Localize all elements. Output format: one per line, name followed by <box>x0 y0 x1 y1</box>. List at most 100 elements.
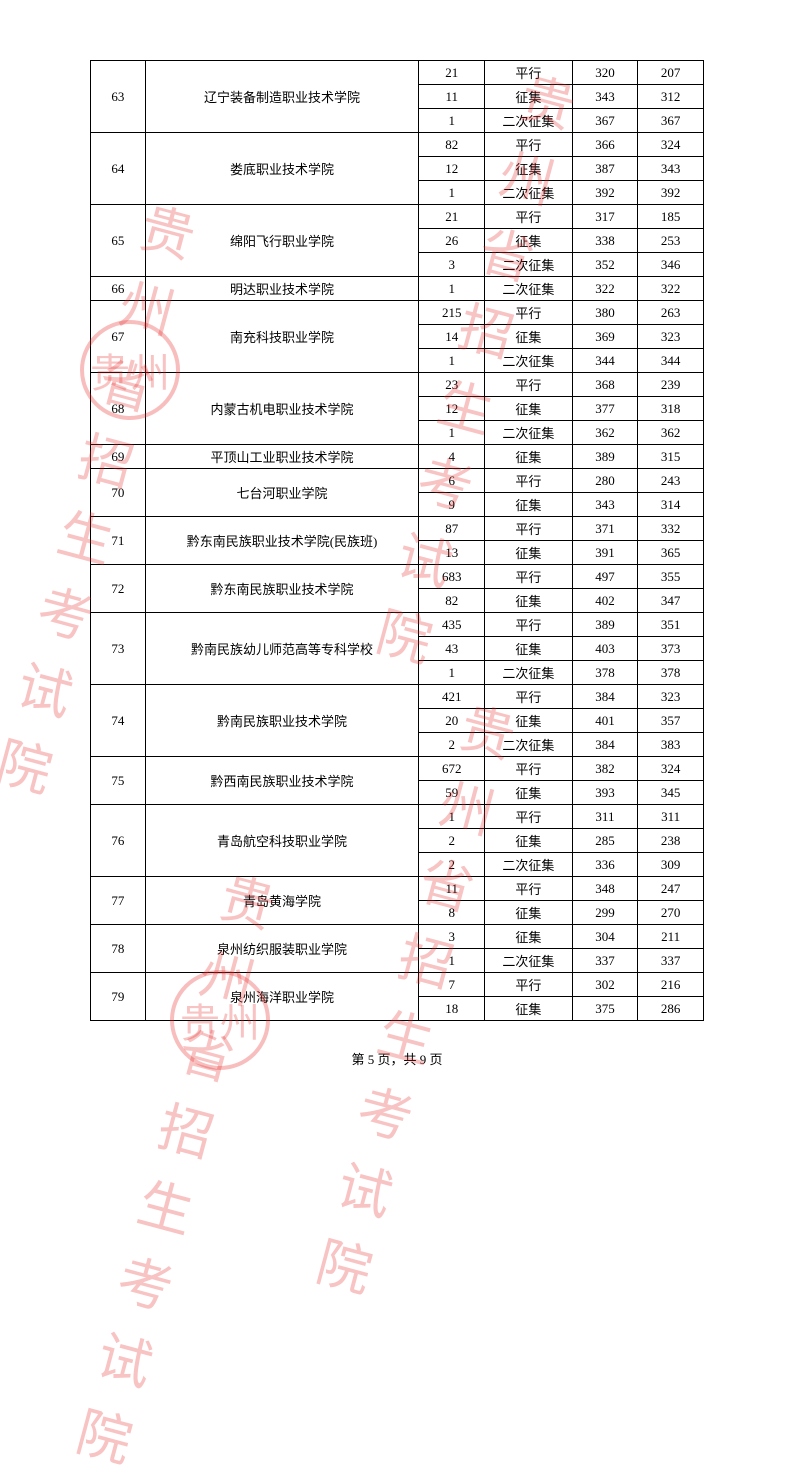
cell-idx: 79 <box>91 973 146 1021</box>
table-row: 76青岛航空科技职业学院1平行311311 <box>91 805 704 829</box>
cell-n3: 211 <box>638 925 704 949</box>
cell-n3: 362 <box>638 421 704 445</box>
cell-n3: 185 <box>638 205 704 229</box>
cell-school-name: 泉州海洋职业学院 <box>145 973 419 1021</box>
cell-type: 征集 <box>485 925 573 949</box>
cell-n2: 384 <box>572 685 638 709</box>
cell-type: 平行 <box>485 301 573 325</box>
cell-n1: 12 <box>419 157 485 181</box>
cell-type: 征集 <box>485 85 573 109</box>
cell-type: 平行 <box>485 565 573 589</box>
cell-type: 二次征集 <box>485 253 573 277</box>
cell-type: 平行 <box>485 757 573 781</box>
cell-n2: 375 <box>572 997 638 1021</box>
cell-n3: 216 <box>638 973 704 997</box>
cell-n1: 59 <box>419 781 485 805</box>
cell-n1: 1 <box>419 949 485 973</box>
cell-idx: 77 <box>91 877 146 925</box>
cell-n2: 302 <box>572 973 638 997</box>
cell-n3: 365 <box>638 541 704 565</box>
cell-type: 平行 <box>485 613 573 637</box>
cell-n3: 247 <box>638 877 704 901</box>
cell-n1: 23 <box>419 373 485 397</box>
cell-school-name: 黔南民族幼儿师范高等专科学校 <box>145 613 419 685</box>
cell-type: 二次征集 <box>485 853 573 877</box>
cell-n3: 322 <box>638 277 704 301</box>
cell-n3: 355 <box>638 565 704 589</box>
cell-school-name: 娄底职业技术学院 <box>145 133 419 205</box>
page-footer: 第 5 页，共 9 页 <box>90 1049 704 1068</box>
footer-prefix: 第 <box>351 1052 367 1067</box>
cell-n2: 382 <box>572 757 638 781</box>
cell-n2: 389 <box>572 613 638 637</box>
cell-n2: 343 <box>572 85 638 109</box>
cell-idx: 64 <box>91 133 146 205</box>
cell-n1: 7 <box>419 973 485 997</box>
cell-school-name: 辽宁装备制造职业技术学院 <box>145 61 419 133</box>
table-row: 69平顶山工业职业技术学院4征集389315 <box>91 445 704 469</box>
cell-n1: 11 <box>419 877 485 901</box>
cell-n2: 311 <box>572 805 638 829</box>
cell-n2: 322 <box>572 277 638 301</box>
cell-n3: 357 <box>638 709 704 733</box>
cell-idx: 63 <box>91 61 146 133</box>
cell-type: 征集 <box>485 781 573 805</box>
cell-n2: 403 <box>572 637 638 661</box>
cell-n3: 238 <box>638 829 704 853</box>
cell-n2: 392 <box>572 181 638 205</box>
cell-n1: 1 <box>419 661 485 685</box>
cell-type: 平行 <box>485 373 573 397</box>
cell-type: 二次征集 <box>485 421 573 445</box>
cell-n2: 380 <box>572 301 638 325</box>
cell-n3: 312 <box>638 85 704 109</box>
cell-type: 征集 <box>485 709 573 733</box>
cell-school-name: 南充科技职业学院 <box>145 301 419 373</box>
cell-n3: 253 <box>638 229 704 253</box>
cell-type: 二次征集 <box>485 277 573 301</box>
cell-n1: 4 <box>419 445 485 469</box>
cell-n2: 320 <box>572 61 638 85</box>
table-row: 64娄底职业技术学院82平行366324 <box>91 133 704 157</box>
cell-type: 二次征集 <box>485 661 573 685</box>
table-row: 63辽宁装备制造职业技术学院21平行320207 <box>91 61 704 85</box>
cell-n2: 377 <box>572 397 638 421</box>
table-row: 70七台河职业学院6平行280243 <box>91 469 704 493</box>
cell-school-name: 黔西南民族职业技术学院 <box>145 757 419 805</box>
cell-n2: 338 <box>572 229 638 253</box>
cell-school-name: 内蒙古机电职业技术学院 <box>145 373 419 445</box>
cell-type: 二次征集 <box>485 109 573 133</box>
cell-idx: 65 <box>91 205 146 277</box>
cell-type: 征集 <box>485 541 573 565</box>
cell-n1: 1 <box>419 805 485 829</box>
cell-type: 平行 <box>485 469 573 493</box>
cell-type: 二次征集 <box>485 733 573 757</box>
cell-n1: 13 <box>419 541 485 565</box>
cell-n3: 344 <box>638 349 704 373</box>
cell-n3: 323 <box>638 685 704 709</box>
cell-n2: 384 <box>572 733 638 757</box>
cell-n1: 2 <box>419 829 485 853</box>
cell-type: 征集 <box>485 445 573 469</box>
table-row: 75黔西南民族职业技术学院672平行382324 <box>91 757 704 781</box>
table-row: 72黔东南民族职业技术学院683平行497355 <box>91 565 704 589</box>
cell-idx: 78 <box>91 925 146 973</box>
cell-type: 平行 <box>485 685 573 709</box>
cell-n2: 368 <box>572 373 638 397</box>
cell-idx: 71 <box>91 517 146 565</box>
cell-type: 征集 <box>485 157 573 181</box>
cell-type: 平行 <box>485 805 573 829</box>
cell-n3: 345 <box>638 781 704 805</box>
cell-school-name: 黔东南民族职业技术学院(民族班) <box>145 517 419 565</box>
cell-n2: 401 <box>572 709 638 733</box>
table-row: 66明达职业技术学院1二次征集322322 <box>91 277 704 301</box>
cell-n1: 2 <box>419 853 485 877</box>
cell-n1: 14 <box>419 325 485 349</box>
cell-n1: 1 <box>419 421 485 445</box>
cell-n2: 337 <box>572 949 638 973</box>
table-row: 79泉州海洋职业学院7平行302216 <box>91 973 704 997</box>
table-row: 78泉州纺织服装职业学院3征集304211 <box>91 925 704 949</box>
cell-n1: 1 <box>419 181 485 205</box>
cell-n3: 324 <box>638 133 704 157</box>
cell-idx: 69 <box>91 445 146 469</box>
cell-n3: 309 <box>638 853 704 877</box>
